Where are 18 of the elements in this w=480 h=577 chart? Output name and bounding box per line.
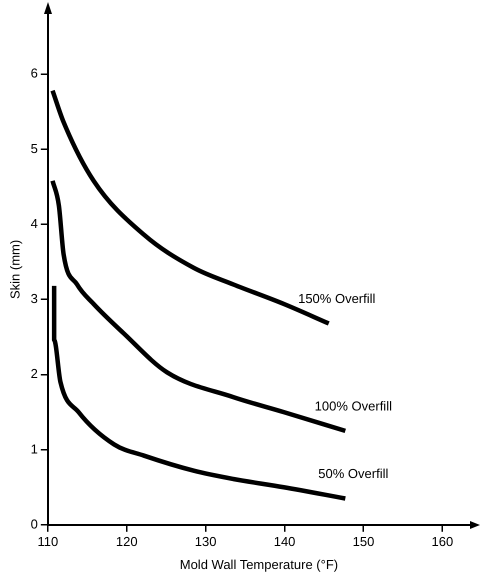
y-axis-title: Skin (mm) xyxy=(7,240,22,300)
x-tick-label: 110 xyxy=(37,534,58,550)
y-tick-label: 6 xyxy=(30,66,38,81)
y-tick-label: 4 xyxy=(30,216,38,231)
y-tick-label: 5 xyxy=(30,140,38,156)
x-axis-title: Mold Wall Temperature (°F) xyxy=(180,556,338,572)
series-label: 150% Overfill xyxy=(298,291,376,306)
y-tick-label: 1 xyxy=(30,441,38,456)
x-tick-label: 150 xyxy=(352,534,374,550)
y-tick-label: 2 xyxy=(30,366,38,382)
series-label: 100% Overfill xyxy=(314,398,392,414)
x-tick-label: 120 xyxy=(116,534,138,550)
y-tick-label: 3 xyxy=(30,291,38,306)
y-tick-label: 0 xyxy=(30,516,38,532)
x-tick-label: 130 xyxy=(194,534,216,550)
x-tick-label: 160 xyxy=(432,534,454,550)
x-tick-label: 140 xyxy=(274,534,296,550)
series-label: 50% Overfill xyxy=(318,466,388,482)
